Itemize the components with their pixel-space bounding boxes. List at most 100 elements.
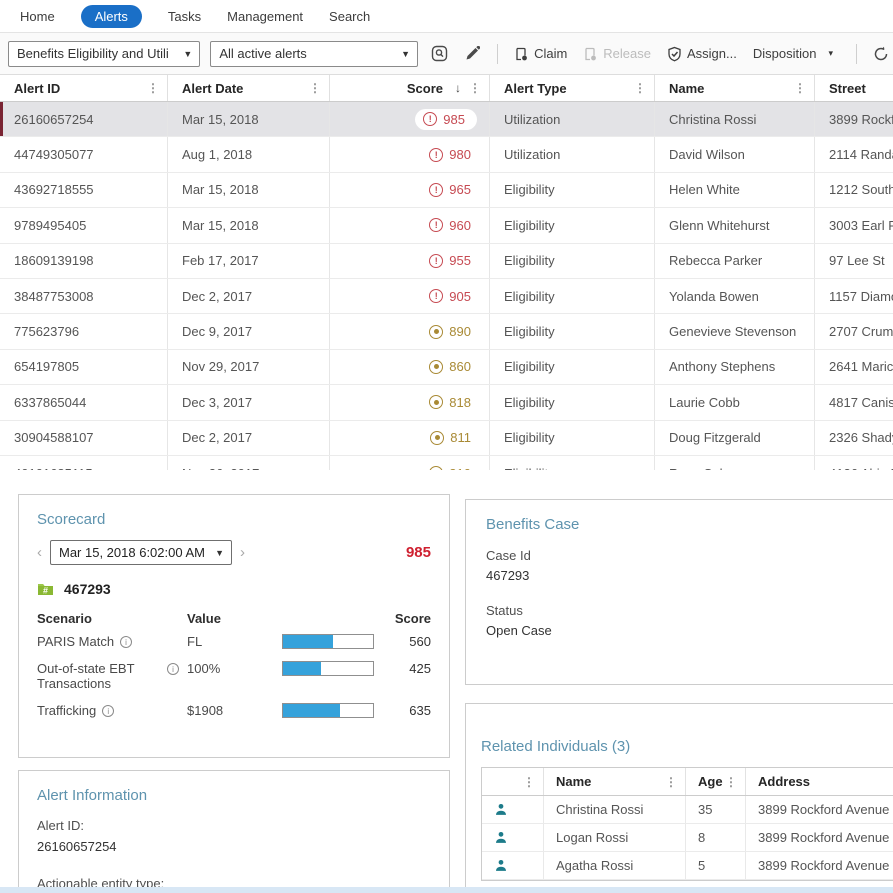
list-item[interactable]: Logan Rossi 8 3899 Rockford Avenue bbox=[482, 824, 893, 852]
cell-alert-id: 6337865044 bbox=[0, 385, 168, 420]
cell-alert-id: 18609139198 bbox=[0, 243, 168, 278]
info-icon[interactable]: i bbox=[167, 663, 179, 675]
column-menu-icon[interactable]: ⋮ bbox=[665, 774, 677, 789]
cell-age: 8 bbox=[686, 824, 746, 851]
nav-item-search[interactable]: Search bbox=[329, 8, 371, 24]
column-menu-icon[interactable]: ⋮ bbox=[794, 81, 806, 95]
chevron-down-icon: ▼ bbox=[401, 48, 411, 59]
table-row[interactable]: 40101685115Nov 26, 2017 810 EligibilityRya… bbox=[0, 455, 893, 470]
previous-chevron-icon[interactable]: ‹ bbox=[37, 544, 42, 561]
nav-item-alerts[interactable]: Alerts bbox=[80, 4, 142, 28]
horizontal-scrollbar[interactable] bbox=[0, 887, 893, 893]
column-header-alert-date[interactable]: Alert Date ⋮ bbox=[168, 75, 330, 101]
cell-alert-date: Dec 3, 2017 bbox=[168, 385, 330, 420]
person-icon bbox=[482, 796, 544, 823]
cell-name: Doug Fitzgerald bbox=[655, 420, 815, 455]
list-item[interactable]: Agatha Rossi 5 3899 Rockford Avenue bbox=[482, 852, 893, 880]
alert-high-icon bbox=[429, 289, 444, 304]
column-header-age[interactable]: Age ⋮ bbox=[686, 768, 746, 795]
next-chevron-icon[interactable]: › bbox=[240, 544, 245, 561]
nav-item-management[interactable]: Management bbox=[227, 8, 304, 24]
edit-pencil-icon[interactable] bbox=[461, 42, 484, 66]
column-header-alert-type[interactable]: Alert Type ⋮ bbox=[490, 75, 655, 101]
scorecard-table: Scenario Value Score PARIS Match i FL 560 Ou… bbox=[37, 611, 431, 718]
chevron-down-icon: ▾ bbox=[828, 48, 833, 58]
cell-alert-type: Eligibility bbox=[490, 385, 655, 420]
alerts-table-header: Alert ID ⋮ Alert Date ⋮ Score ↓ ⋮ Alert … bbox=[0, 75, 893, 102]
cell-score: 980 bbox=[330, 137, 490, 172]
column-menu-icon[interactable]: ⋮ bbox=[725, 774, 737, 789]
cell-alert-type: Eligibility bbox=[490, 420, 655, 455]
column-header-street[interactable]: Street bbox=[815, 75, 893, 101]
table-row[interactable]: 6337865044 Dec 3, 2017 818 Eligibility Lauri… bbox=[0, 385, 893, 421]
score-value: 985 bbox=[443, 111, 465, 127]
disposition-button[interactable]: Disposition ▾ bbox=[750, 46, 843, 61]
score-value: 818 bbox=[449, 394, 471, 410]
table-row[interactable]: 654197805 Nov 29, 2017 860 Eligibility Antho… bbox=[0, 349, 893, 386]
cell-score: 905 bbox=[330, 278, 490, 314]
saved-search-icon[interactable] bbox=[428, 42, 451, 66]
cell-street: 97 Lee St bbox=[815, 244, 893, 278]
list-item[interactable]: Christina Rossi 35 3899 Rockford Avenue bbox=[482, 796, 893, 824]
column-header-name[interactable]: Name ⋮ bbox=[655, 75, 815, 101]
alert-view-value: All active alerts bbox=[219, 46, 307, 61]
column-label: Name bbox=[556, 774, 592, 789]
cell-street: 2707 Crummit Lane bbox=[815, 314, 893, 348]
nav-item-tasks[interactable]: Tasks bbox=[167, 8, 202, 24]
column-menu-icon[interactable]: ⋮ bbox=[523, 774, 535, 789]
column-header-icon[interactable]: ⋮ bbox=[482, 768, 544, 795]
score-bar-track bbox=[282, 661, 374, 676]
column-label: Name bbox=[669, 80, 705, 96]
claim-label: Claim bbox=[534, 46, 568, 61]
cell-alert-type: Eligibility bbox=[490, 278, 655, 314]
column-label: Score bbox=[406, 80, 443, 96]
alert-medium-icon bbox=[429, 466, 444, 470]
column-header-alert-id[interactable]: Alert ID ⋮ bbox=[0, 75, 168, 101]
alert-id-label: Alert ID: bbox=[37, 818, 84, 833]
related-individuals-panel: Related Individuals (3) ⋮ Name ⋮ Age ⋮ A… bbox=[465, 703, 893, 893]
scorecard-entity-id: 467293 bbox=[64, 581, 111, 597]
cell-alert-id: 26160657254 bbox=[0, 102, 168, 137]
alert-category-dropdown[interactable]: Benefits Eligibility and Utili ▼ bbox=[8, 40, 201, 67]
benefits-case-panel: Benefits Case Case Id 467293 Status Open… bbox=[465, 499, 893, 685]
refresh-icon[interactable] bbox=[870, 42, 893, 66]
score-bar-fill bbox=[283, 635, 334, 648]
column-header-score[interactable]: Score ↓ ⋮ bbox=[330, 75, 490, 101]
table-row[interactable]: 30904588107 Dec 2, 2017 811 Eligibility Doug… bbox=[0, 420, 893, 456]
table-row[interactable]: 775623796 Dec 9, 2017 890 Eligibility Genevi… bbox=[0, 314, 893, 350]
alert-view-dropdown[interactable]: All active alerts ▼ bbox=[210, 40, 419, 67]
cell-alert-date: Nov 29, 2017 bbox=[168, 349, 330, 385]
status-value: Open Case bbox=[486, 623, 552, 638]
column-menu-icon[interactable]: ⋮ bbox=[634, 81, 646, 95]
column-menu-icon[interactable]: ⋮ bbox=[469, 81, 481, 95]
info-icon[interactable]: i bbox=[120, 636, 133, 648]
claim-button[interactable]: Claim bbox=[511, 46, 570, 62]
scenario-score: 425 bbox=[409, 661, 431, 676]
alert-high-icon bbox=[429, 147, 444, 162]
scorecard-row: PARIS Match i FL 560 bbox=[37, 634, 431, 649]
column-header-name[interactable]: Name ⋮ bbox=[544, 768, 686, 795]
cell-address: 3899 Rockford Avenue bbox=[746, 796, 893, 823]
cell-alert-id: 775623796 bbox=[0, 314, 168, 349]
scorecard-date-nav: ‹ Mar 15, 2018 6:02:00 AM ▼ › 985 bbox=[37, 540, 431, 565]
score-bar-fill bbox=[283, 704, 341, 717]
column-menu-icon[interactable]: ⋮ bbox=[309, 81, 321, 95]
column-menu-icon[interactable]: ⋮ bbox=[147, 81, 159, 95]
scorecard-date-dropdown[interactable]: Mar 15, 2018 6:02:00 AM ▼ bbox=[50, 540, 232, 565]
assign-button[interactable]: Assign... bbox=[664, 46, 740, 62]
alert-information-title: Alert Information bbox=[37, 787, 148, 804]
svg-text:#: # bbox=[43, 586, 48, 596]
cell-age: 5 bbox=[686, 852, 746, 879]
cell-alert-type: Eligibility bbox=[490, 172, 655, 208]
nav-item-home[interactable]: Home bbox=[20, 8, 55, 24]
info-icon[interactable]: i bbox=[102, 705, 115, 717]
column-header-address[interactable]: Address bbox=[746, 768, 893, 795]
cell-alert-id: 40101685115 bbox=[0, 455, 168, 470]
